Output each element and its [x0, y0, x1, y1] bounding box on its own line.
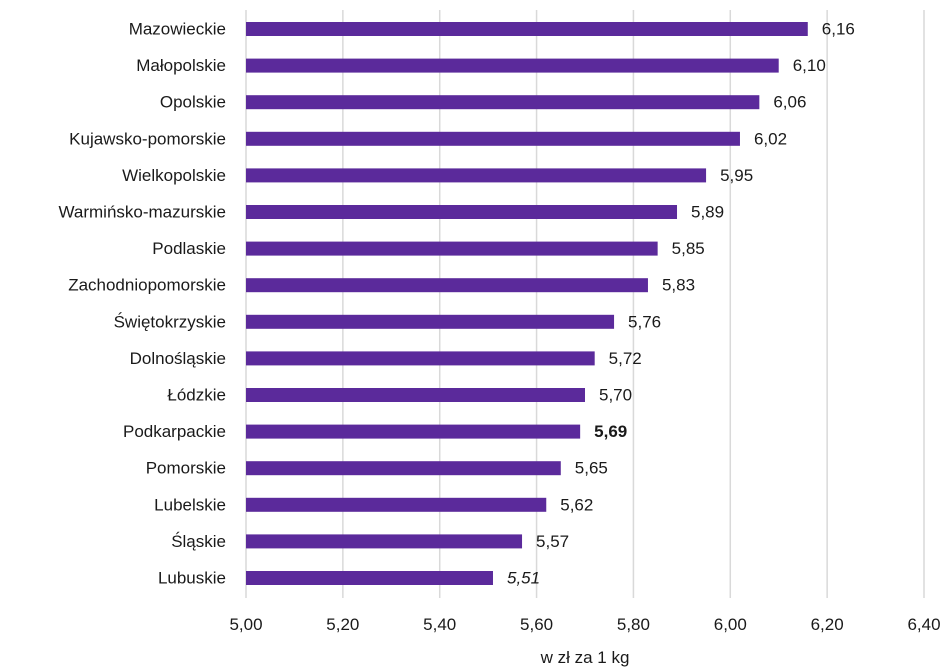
value-label: 6,10	[793, 56, 826, 75]
value-label: 5,69	[594, 422, 627, 441]
category-label: Śląskie	[171, 532, 226, 551]
category-label: Lubelskie	[154, 495, 226, 514]
x-tick-label: 6,00	[714, 615, 747, 634]
category-labels: Mazowieckie Małopolskie Opolskie Kujawsko-p…	[58, 20, 226, 588]
bar	[246, 314, 615, 329]
value-label: 5,72	[609, 349, 642, 368]
value-label: 5,51	[507, 569, 540, 588]
category-label: Dolnośląskie	[130, 349, 226, 368]
bar	[246, 534, 523, 549]
category-label: Lubuskie	[158, 569, 226, 588]
bar	[246, 461, 561, 476]
bar	[246, 571, 493, 585]
category-label: Zachodniopomorskie	[68, 276, 226, 295]
value-label: 5,85	[672, 239, 705, 258]
bar	[246, 58, 779, 73]
x-tick-label: 6,40	[907, 615, 940, 634]
category-label: Opolskie	[160, 93, 226, 112]
x-tick-label: 5,80	[617, 615, 650, 634]
value-label: 6,16	[822, 20, 855, 39]
x-axis-title: w zł za 1 kg	[540, 648, 630, 667]
category-label: Pomorskie	[146, 459, 226, 478]
category-label: Podkarpackie	[123, 422, 226, 441]
bar	[246, 241, 658, 256]
bar	[246, 131, 740, 146]
bar	[246, 278, 648, 293]
bars	[246, 22, 808, 585]
value-label: 5,89	[691, 203, 724, 222]
bar	[246, 95, 760, 110]
value-label: 5,95	[720, 166, 753, 185]
value-label: 6,02	[754, 129, 787, 148]
category-label: Podlaskie	[152, 239, 226, 258]
value-label: 6,06	[773, 93, 806, 112]
bar	[246, 351, 595, 366]
category-label: Warmińsko-mazurskie	[58, 203, 226, 222]
value-label: 5,76	[628, 312, 661, 331]
x-tick-label: 5,40	[423, 615, 456, 634]
value-label: 5,57	[536, 532, 569, 551]
value-label: 5,62	[560, 495, 593, 514]
value-label: 5,70	[599, 386, 632, 405]
x-tick-labels: 5,00 5,20 5,40 5,60 5,80 6,00 6,20 6,40	[229, 615, 940, 634]
x-tick-label: 6,20	[811, 615, 844, 634]
x-tick-label: 5,60	[520, 615, 553, 634]
category-label: Świętokrzyskie	[114, 312, 226, 331]
category-label: Wielkopolskie	[122, 166, 226, 185]
value-label: 5,83	[662, 276, 695, 295]
category-label: Małopolskie	[136, 56, 226, 75]
value-label: 5,65	[575, 459, 608, 478]
bar	[246, 22, 808, 36]
x-tick-label: 5,00	[229, 615, 262, 634]
bar	[246, 168, 707, 183]
category-label: Kujawsko-pomorskie	[69, 129, 226, 148]
category-label: Mazowieckie	[129, 20, 226, 39]
bar	[246, 388, 585, 402]
category-label: Łódzkie	[167, 386, 226, 405]
bar	[246, 424, 581, 439]
bar	[246, 205, 678, 219]
bar	[246, 497, 547, 512]
x-tick-label: 5,20	[326, 615, 359, 634]
value-labels: 6,16 6,10 6,06 6,025,95 5,89 5,85 5,835,76 5,72…	[507, 20, 855, 588]
